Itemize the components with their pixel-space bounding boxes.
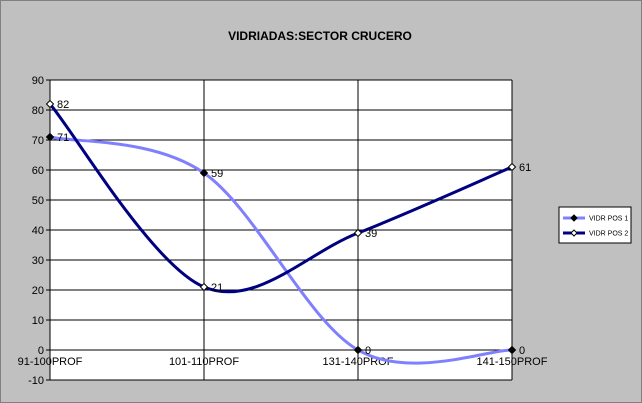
data-point (45, 132, 55, 142)
y-tick-label: 20 (32, 285, 44, 297)
y-tick-label: 50 (32, 195, 44, 207)
data-labels: 71 59 0 0 82 21 39 61 (57, 99, 531, 357)
data-point (353, 345, 363, 355)
legend: VIDR POS 1 VIDR POS 2 (558, 206, 632, 244)
x-tick-label: 131-140PROF (323, 356, 394, 368)
series-line-2 (48, 103, 513, 294)
x-tick-label: 141-150PROF (477, 356, 548, 368)
y-tick-label: -10 (28, 375, 44, 387)
legend-marker (570, 229, 578, 237)
data-label: 0 (365, 345, 371, 357)
data-point (199, 282, 209, 292)
series-line-1 (49, 135, 513, 365)
data-label: 82 (57, 99, 69, 111)
data-label: 0 (519, 345, 525, 357)
legend-label: VIDR POS 2 (589, 231, 628, 238)
chart-title: VIDRIADAS:SECTOR CRUCERO (228, 29, 412, 43)
data-label: 39 (365, 228, 377, 240)
axes: -10 0 10 20 30 40 50 60 70 80 90 91-100PROF 101-110P… (18, 75, 548, 387)
y-tick-label: 70 (32, 135, 44, 147)
grid-lines (49, 79, 513, 381)
data-label: 71 (57, 132, 69, 144)
y-tick-label: 60 (32, 165, 44, 177)
data-label: 59 (211, 168, 223, 180)
data-label: 61 (519, 162, 531, 174)
data-point (507, 162, 517, 172)
x-tick-label: 91-100PROF (18, 356, 83, 368)
series-lines (48, 103, 513, 365)
legend-box (558, 206, 632, 244)
data-point (353, 228, 363, 238)
x-tick-label: 101-110PROF (169, 356, 239, 368)
series-markers (45, 99, 517, 355)
y-tick-label: 30 (32, 255, 44, 267)
legend-marker (570, 214, 578, 222)
y-tick-label: 80 (32, 105, 44, 117)
y-tick-label: 0 (38, 345, 44, 357)
data-point (507, 345, 517, 355)
data-point (45, 99, 55, 109)
y-tick-label: 10 (32, 315, 44, 327)
y-tick-label: 40 (32, 225, 44, 237)
legend-label: VIDR POS 1 (589, 216, 628, 223)
data-point (199, 168, 209, 178)
y-tick-label: 90 (32, 75, 44, 87)
data-label: 21 (211, 282, 223, 294)
